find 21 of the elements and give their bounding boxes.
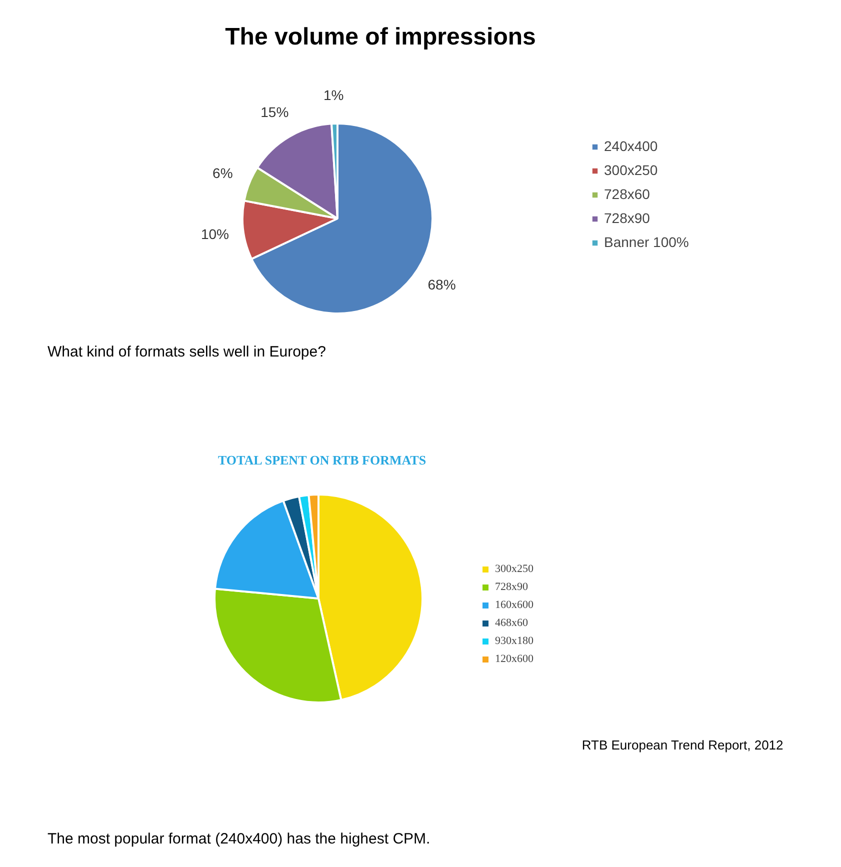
text: RTB European Trend Report, 2012 [582, 738, 784, 752]
data-label: 68% [428, 276, 456, 293]
data-label: 1% [324, 87, 344, 104]
chart-title: The volume of impressions [225, 24, 536, 50]
legend-label: Banner 100% [604, 234, 689, 250]
chart-title: TOTAL SPENT ON RTB FORMATS [218, 452, 426, 468]
data-label: 10% [200, 226, 229, 242]
legend-label: 120x600 [495, 653, 534, 665]
legend-label: 728x90 [604, 210, 650, 226]
legend-label: 300x250 [495, 563, 534, 575]
legend-label: 160x600 [495, 599, 534, 611]
legend-label: 300x250 [604, 162, 658, 178]
data-label: 15% [260, 104, 289, 120]
data-label: 6% [212, 165, 233, 182]
text: The most popular format (240x400) has the highest CPM. [48, 830, 430, 848]
legend-label: 930x180 [495, 635, 534, 647]
text: What kind of formats sells well in Europe? [48, 344, 326, 360]
legend-label: 468x60 [495, 617, 528, 629]
legend-label: 728x60 [604, 186, 650, 202]
legend-label: 728x90 [495, 581, 528, 593]
legend-label: 240x400 [604, 138, 658, 154]
